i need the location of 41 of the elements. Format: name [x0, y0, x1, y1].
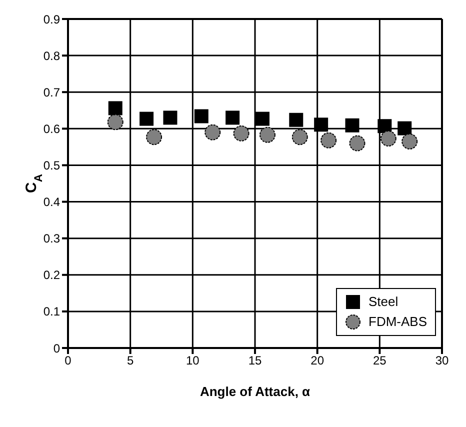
y-tick-label: 0: [53, 341, 60, 356]
point: [226, 110, 240, 125]
point: [345, 118, 360, 132]
legend-label: FDM-ABS: [368, 313, 427, 331]
y-tick-label: 0.8: [43, 48, 60, 63]
point: [108, 101, 122, 116]
x-tick-label: 30: [435, 354, 449, 368]
y-tick-label: 0.7: [43, 85, 60, 100]
point: [163, 110, 178, 125]
point: [259, 126, 276, 143]
y-tick-label: 0.4: [43, 195, 60, 210]
point: [107, 114, 124, 130]
y-tick-label: 0.2: [43, 268, 60, 282]
point: [349, 135, 366, 152]
y-tick-label: 0.1: [43, 304, 60, 319]
x-tick-label: 5: [126, 354, 134, 368]
point: [402, 133, 418, 150]
y-tick-label: 0.6: [43, 122, 60, 136]
point: [380, 130, 396, 147]
point: [378, 119, 392, 134]
point: [255, 112, 270, 126]
point: [398, 121, 412, 136]
x-tick-label: 10: [186, 354, 200, 368]
x-tick-label: 20: [310, 354, 324, 368]
x-axis-title: Angle of Attack, α: [200, 384, 310, 399]
point: [314, 118, 328, 132]
point: [194, 109, 208, 124]
point: [140, 112, 154, 126]
y-tick-label: 0.3: [43, 232, 60, 246]
x-tick-label: 0: [64, 354, 72, 368]
point: [233, 125, 250, 142]
y-tick-label: 0.5: [43, 158, 60, 172]
y-tick-label: 0.9: [43, 12, 60, 26]
point: [146, 129, 162, 146]
point: [204, 124, 221, 140]
x-tick-label: 25: [372, 354, 387, 368]
point: [292, 129, 308, 146]
legend-label: Steel: [368, 293, 398, 311]
x-tick-label: 15: [248, 354, 262, 368]
point: [320, 132, 337, 148]
point: [289, 112, 304, 127]
